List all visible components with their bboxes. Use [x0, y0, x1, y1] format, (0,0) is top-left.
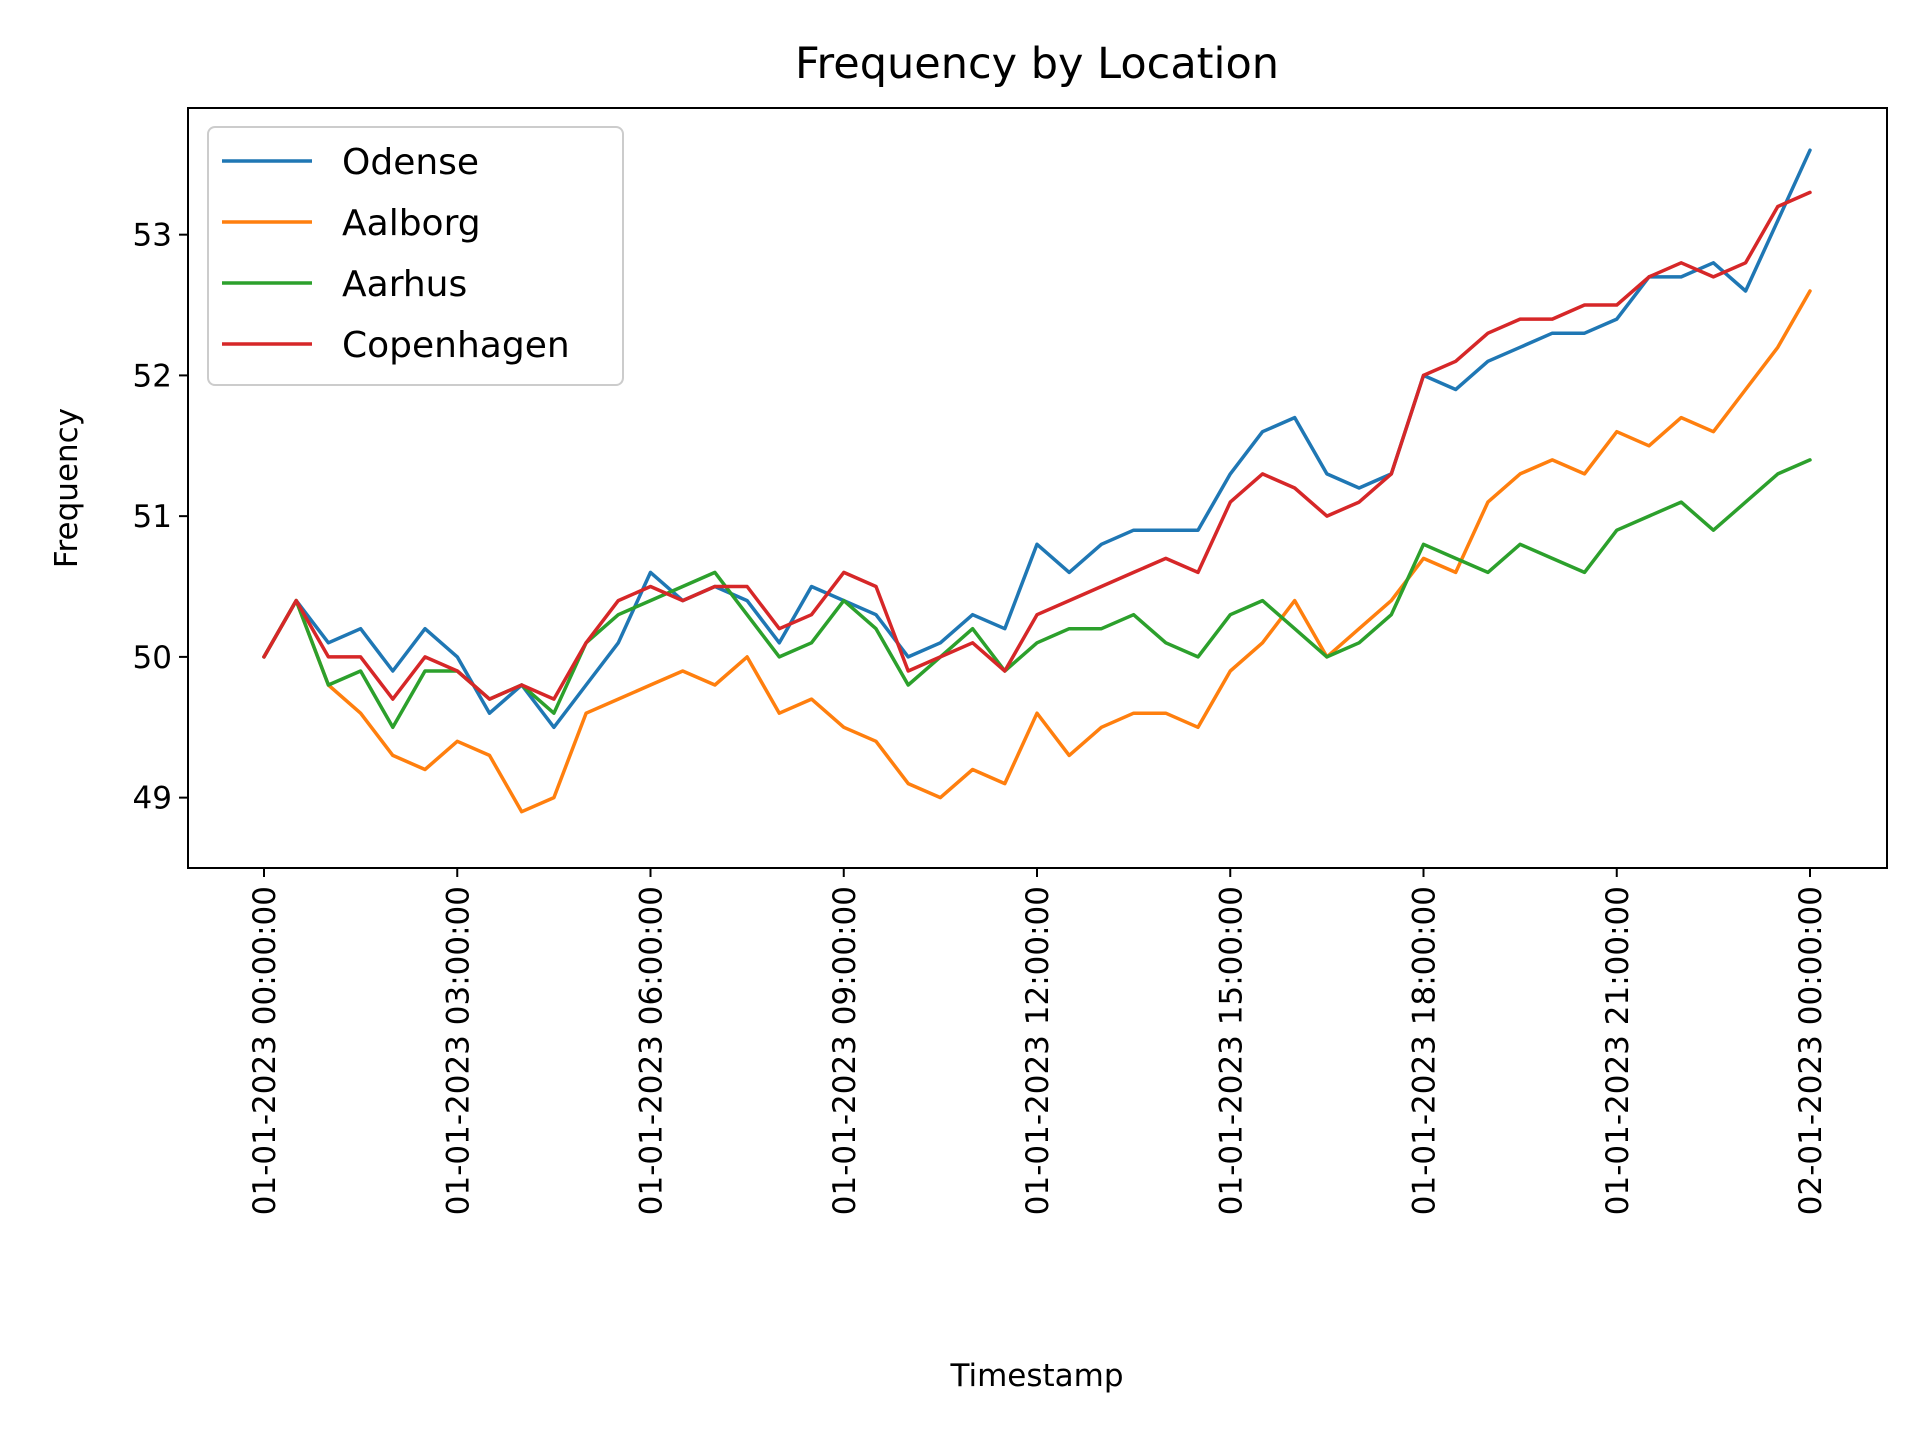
series-line-copenhagen — [262, 190, 1812, 701]
legend: Odense Aalborg Aarhus Copenhagen — [207, 126, 624, 386]
x-tick-label: 01-01-2023 12:00:00 — [1020, 886, 1056, 1215]
x-tick-label: 01-01-2023 21:00:00 — [1600, 886, 1636, 1215]
x-tick-label: 01-01-2023 06:00:00 — [634, 886, 670, 1215]
y-tick-label: 49 — [133, 781, 172, 817]
legend-label-aalborg: Aalborg — [342, 203, 481, 244]
y-tick-label: 51 — [133, 499, 172, 535]
legend-label-copenhagen: Copenhagen — [342, 325, 570, 366]
y-axis-title: Frequency — [49, 408, 85, 568]
x-tick-label: 01-01-2023 18:00:00 — [1407, 886, 1443, 1215]
y-tick-label: 52 — [133, 358, 172, 394]
x-tick-label: 01-01-2023 00:00:00 — [247, 886, 283, 1215]
x-axis: 01-01-2023 00:00:00 01-01-2023 03:00:00 01… — [247, 868, 1829, 1215]
y-axis: 49 50 51 52 53 — [133, 218, 188, 817]
y-tick-label: 50 — [133, 640, 172, 676]
x-tick-label: 01-01-2023 15:00:00 — [1213, 886, 1249, 1215]
legend-label-aarhus: Aarhus — [342, 264, 467, 305]
chart-title: Frequency by Location — [795, 39, 1279, 89]
x-tick-label: 01-01-2023 09:00:00 — [827, 886, 863, 1215]
legend-label-odense: Odense — [342, 142, 479, 183]
series-layer — [262, 148, 1812, 814]
x-axis-title: Timestamp — [949, 1358, 1123, 1394]
legend-box — [207, 126, 624, 386]
x-tick-label: 01-01-2023 03:00:00 — [440, 886, 476, 1215]
x-tick-label: 02-01-2023 00:00:00 — [1793, 886, 1829, 1215]
series-line-aalborg — [262, 289, 1812, 814]
y-tick-label: 53 — [133, 218, 172, 254]
